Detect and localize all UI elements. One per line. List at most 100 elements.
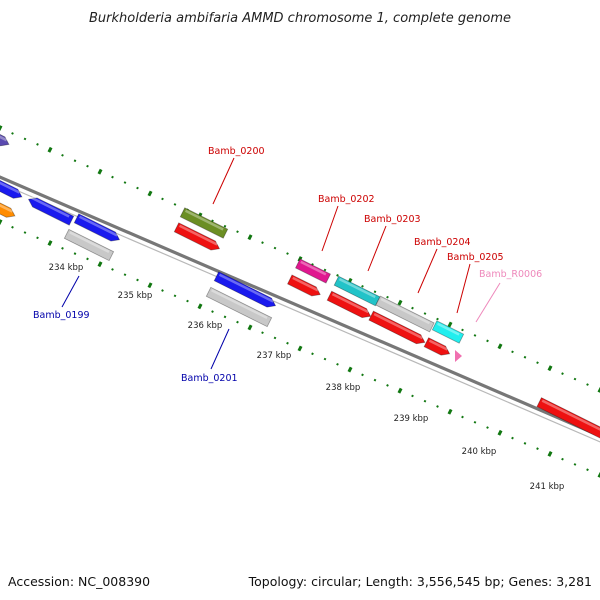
guide-dot <box>586 383 589 386</box>
guide-dot <box>97 168 103 175</box>
tick-labels: 234 kbp 235 kbp 236 kbp 237 kbp 238 kbp 239 k… <box>49 263 565 492</box>
guide-dot <box>47 240 53 246</box>
label-leader-line <box>456 263 471 314</box>
gene-arrow <box>0 193 16 218</box>
guide-dot <box>336 362 339 366</box>
guide-dot <box>47 146 53 153</box>
gene-arrow <box>287 274 321 297</box>
gene-arrow-shine <box>541 399 600 435</box>
label-leader-line <box>367 225 387 272</box>
gene-arrow-body <box>326 290 372 319</box>
guide-dot <box>73 252 77 255</box>
map-title: Burkholderia ambifaria AMMD chromosome 1… <box>89 11 511 26</box>
guide-dot <box>386 295 389 299</box>
tick-label: 236 kbp <box>188 321 223 331</box>
gene-box-body <box>375 295 435 333</box>
gene-box-shine <box>338 278 376 299</box>
guide-dot <box>111 175 114 179</box>
tick-label: 237 kbp <box>257 351 292 361</box>
guide-dot <box>486 339 489 343</box>
guide-dot <box>261 241 264 244</box>
gene-arrow <box>536 397 600 440</box>
gene-label: Bamb_0199 <box>33 310 90 321</box>
guide-dot <box>336 274 339 277</box>
guide-dot <box>11 132 14 135</box>
guide-dot <box>147 282 153 289</box>
guide-dot <box>0 219 3 225</box>
label-leader-line <box>417 248 438 294</box>
gene-arrow-shine <box>292 276 319 292</box>
tick-label: 241 kbp <box>530 482 565 492</box>
gene-arrow-shine <box>373 312 424 340</box>
guide-dot <box>123 273 127 277</box>
guide-dot <box>347 366 353 373</box>
guide-dot <box>523 355 527 359</box>
gene-box <box>63 228 115 262</box>
guide-dot <box>86 257 89 261</box>
gene-box <box>179 207 229 239</box>
gene-arrow-shine <box>218 273 274 303</box>
gene-arrow-shine <box>0 176 21 194</box>
gene-arrow <box>173 222 221 251</box>
gene-features <box>0 130 600 440</box>
gene-label: Bamb_0205 <box>447 252 504 263</box>
guide-dot <box>597 472 600 478</box>
guide-dot <box>61 247 64 250</box>
gene-arrow <box>213 271 277 308</box>
gene-arrow-body <box>73 213 121 242</box>
gene-box-body <box>179 207 229 239</box>
gene-arrow <box>326 290 372 319</box>
gene-box-body <box>431 320 465 344</box>
guide-dot <box>486 426 489 429</box>
guide-dot <box>561 457 564 461</box>
guide-dot <box>397 299 403 306</box>
gene-label: Bamb_0203 <box>364 214 421 225</box>
guide-dot <box>86 164 89 168</box>
gene-box <box>295 258 331 284</box>
guide-dot <box>447 408 453 415</box>
gene-arrow <box>368 310 426 345</box>
guide-dot <box>423 399 427 403</box>
guide-dot <box>497 429 503 436</box>
guide-dot <box>136 186 139 190</box>
backbone-line <box>0 175 600 438</box>
gene-box-shine <box>437 322 460 336</box>
guide-dot <box>423 312 427 315</box>
gene-label: Bamb_0200 <box>208 146 265 157</box>
gene-arrow-body <box>173 222 221 251</box>
guide-dot <box>436 317 439 321</box>
guide-dot <box>173 203 177 206</box>
guide-dot <box>547 365 553 372</box>
guide-dot <box>323 357 327 361</box>
gene-arrow-body <box>0 174 23 199</box>
rrna-marker <box>455 350 462 362</box>
dotted-guides <box>0 125 600 478</box>
guide-dot <box>373 378 377 382</box>
guide-dot <box>247 234 253 241</box>
accession-text: Accession: NC_008390 <box>8 574 150 589</box>
guide-dot <box>186 299 189 303</box>
gene-arrow-shine <box>0 195 14 213</box>
gene-box-shine <box>380 297 431 325</box>
guide-dot <box>511 350 514 354</box>
guide-dot <box>523 442 527 445</box>
gene-arrow-shine <box>331 293 369 314</box>
label-leader-line <box>475 282 501 323</box>
guide-dot <box>397 387 403 394</box>
gene-box <box>333 275 381 307</box>
gene-arrow-shine <box>30 196 70 218</box>
gene-box <box>205 286 273 328</box>
label-leader-line <box>321 205 339 252</box>
guide-dot <box>447 321 453 328</box>
guide-dot <box>311 352 314 356</box>
guide-dot <box>23 137 27 141</box>
gene-label: Bamb_0201 <box>181 373 238 384</box>
gene-box-shine <box>184 209 224 231</box>
gene-label: Bamb_0204 <box>414 237 471 248</box>
guide-dot <box>161 289 164 292</box>
gene-box-shine <box>300 260 327 276</box>
guide-dot <box>147 190 153 197</box>
guide-dot <box>573 463 577 466</box>
guide-dot <box>273 336 277 340</box>
